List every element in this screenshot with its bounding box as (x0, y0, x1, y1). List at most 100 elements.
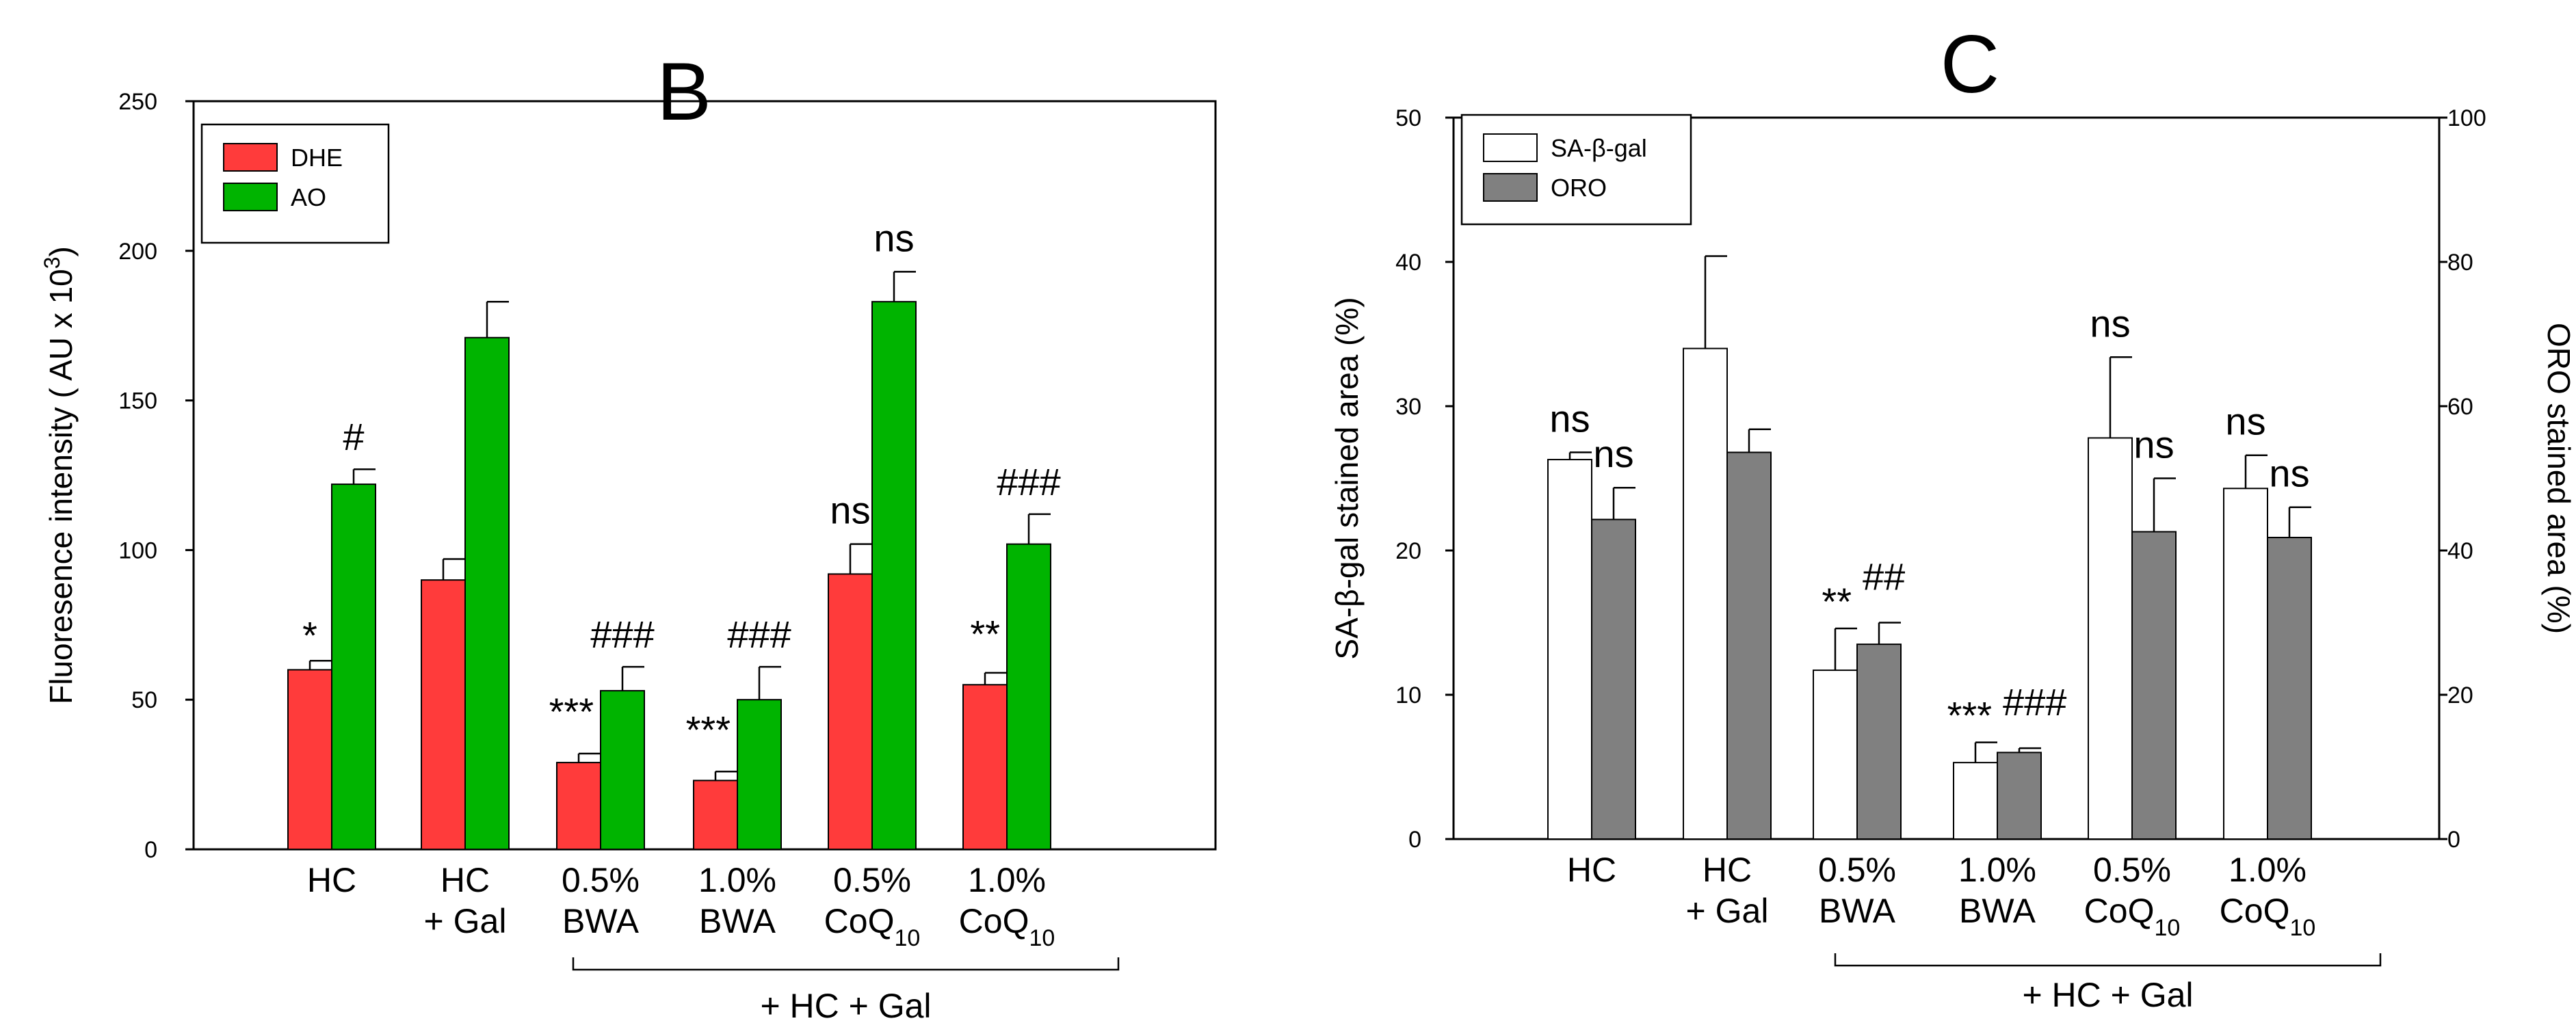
category-label-sub: 10 (1029, 925, 1055, 951)
significance-label: ### (590, 613, 654, 656)
y-right-tick-label: 100 (2447, 105, 2486, 131)
category-label-main: + Gal (424, 902, 507, 940)
category-label-main: BWA (562, 902, 640, 940)
category-label-sub: 10 (894, 925, 920, 951)
y-axis-title: Fluoresence intensity ( AU x 103) (40, 246, 79, 704)
category-label-main: + Gal (1686, 892, 1769, 930)
category-label-line2: BWA (562, 902, 640, 940)
group-label: + HC + Gal (2022, 976, 2193, 1014)
category-label-line2: CoQ10 (2220, 892, 2316, 941)
category-label-main: BWA (1819, 892, 1896, 930)
significance-label: ns (2133, 423, 2174, 466)
y-right-axis-title: ORO stained area (%) (2541, 323, 2576, 634)
category-label-line1: HC (1703, 851, 1752, 889)
category-label-main: BWA (699, 902, 776, 940)
category-label-line1: 1.0% (698, 861, 776, 899)
significance-label: ns (1549, 397, 1590, 440)
category-label-line1: 1.0% (2229, 851, 2306, 889)
category-label-line2: CoQ10 (959, 902, 1055, 951)
category-label-line2: BWA (699, 902, 776, 940)
significance-label: * (302, 613, 317, 656)
panel-letter: C (1941, 18, 2000, 110)
y-tick-label: 40 (1395, 250, 1421, 276)
significance-label: ns (830, 489, 870, 532)
significance-label: ns (2269, 452, 2309, 495)
bar (962, 684, 1008, 850)
category-label-line1: HC (441, 861, 490, 899)
panel-c: C 0 10 20 30 40 50 0 20 40 60 80 100 SA-β-gal stained… (1329, 18, 2576, 1014)
bar (1856, 643, 1902, 840)
category-label-line2: BWA (1959, 892, 2036, 930)
significance-label: ** (970, 612, 1000, 655)
legend-swatch (1483, 173, 1538, 202)
y-right-tick-label: 20 (2447, 682, 2473, 708)
significance-label: ### (2003, 680, 2066, 723)
category-label-main: CoQ (2220, 892, 2290, 930)
y-tick-label: 20 (1395, 538, 1421, 564)
bar (1726, 451, 1772, 840)
plot-frame (1452, 116, 2441, 840)
significance-label: ### (997, 460, 1060, 503)
y-axis-title-end: ) (43, 246, 79, 256)
significance-label: # (343, 415, 364, 458)
y-tick-label: 0 (144, 837, 157, 863)
bar (331, 483, 376, 850)
category-label-main: CoQ (824, 902, 895, 940)
series-dhe: **** ***ns** (287, 489, 1008, 851)
group-bracket (572, 957, 1120, 971)
bar (1953, 762, 1998, 840)
bar (2223, 488, 2268, 840)
bar (828, 573, 873, 851)
category-label-line1: HC (307, 861, 356, 899)
legend-swatch (223, 183, 278, 211)
category-label-main: CoQ (2084, 892, 2155, 930)
y-tick-label: 50 (131, 687, 157, 713)
category-label-sub: 10 (2289, 915, 2315, 941)
significance-label: ns (2225, 400, 2265, 443)
bar (871, 301, 917, 850)
significance-label: ns (1593, 432, 1633, 475)
bar (2267, 537, 2312, 840)
panel-b: B 0 50 100 150 200 250 Fluoresence intensity ( … (40, 46, 1217, 1025)
category-label-line2: + Gal (424, 902, 507, 940)
significance-label: *** (1947, 694, 1992, 737)
y-axis-title: SA-β-gal stained area (%) (1329, 297, 1365, 659)
bar (1006, 543, 1051, 850)
y-tick-label: 150 (118, 388, 157, 414)
category-label-line2: + Gal (1686, 892, 1769, 930)
y-tick-label: 0 (1408, 827, 1421, 853)
legend-label: ORO (1551, 174, 1607, 202)
category-label-line1: 0.5% (2093, 851, 2171, 889)
bar (421, 579, 466, 850)
significance-label: ### (727, 613, 791, 656)
category-label-main: CoQ (959, 902, 1029, 940)
bar (464, 336, 510, 851)
y-right-tick-label: 40 (2447, 538, 2473, 564)
y-tick-label: 250 (118, 89, 157, 115)
category-label-sub: 10 (2154, 915, 2180, 941)
y-tick-label: 100 (118, 537, 157, 563)
group-bracket (1834, 953, 2382, 967)
bar (600, 690, 645, 851)
significance-label: ns (2090, 302, 2130, 345)
legend: SA-β-gal ORO (1460, 114, 1692, 226)
y-axis-title-main: SA-β-gal stained area (%) (1329, 297, 1365, 659)
bar (1997, 752, 2042, 840)
significance-label: ## (1863, 555, 1905, 598)
y-tick-label: 200 (118, 239, 157, 265)
series-ao: #### ###ns### (331, 216, 1061, 851)
y-axis-title-sup: 3 (40, 256, 64, 269)
category-label-line1: 1.0% (968, 861, 1046, 899)
bar (2088, 437, 2133, 840)
category-label-line1: 0.5% (833, 861, 911, 899)
y-right-tick-label: 0 (2447, 827, 2460, 853)
category-label-line2: BWA (1819, 892, 1896, 930)
significance-label: *** (686, 708, 731, 751)
y-right-tick-label: 80 (2447, 250, 2473, 276)
category-label-line1: 0.5% (562, 861, 640, 899)
y-tick-label: 30 (1395, 394, 1421, 420)
bar (1683, 347, 1728, 840)
